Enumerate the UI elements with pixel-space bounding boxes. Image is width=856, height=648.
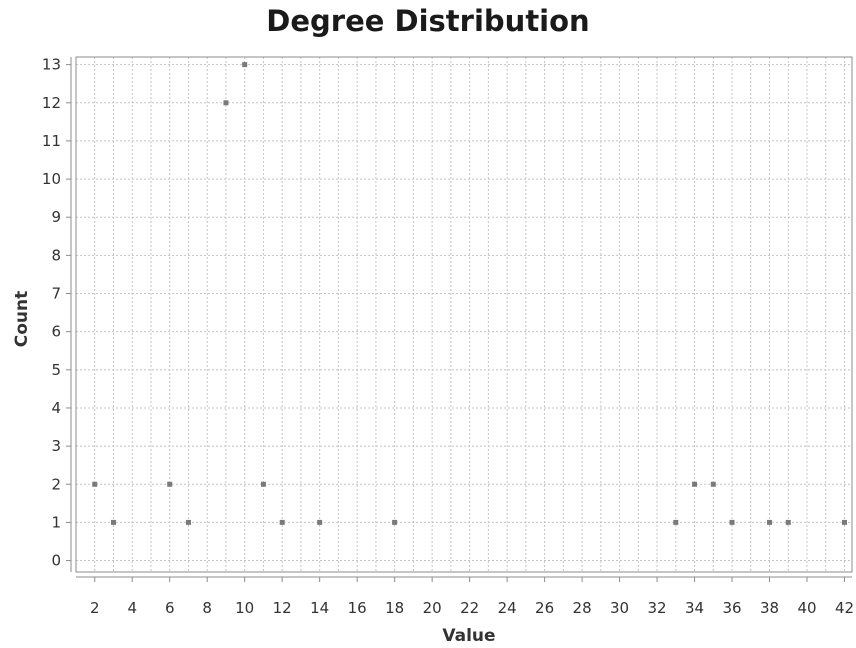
plot-area	[75, 56, 853, 573]
y-tick-label: 9	[51, 208, 61, 226]
chart-title: Degree Distribution	[266, 4, 590, 38]
y-axis-label: Count	[12, 291, 32, 348]
y-tick-label: 0	[51, 552, 61, 570]
data-points	[92, 62, 848, 525]
x-tick-label: 20	[423, 599, 442, 617]
data-point	[185, 519, 191, 525]
data-point	[167, 481, 173, 487]
data-point	[110, 519, 116, 525]
x-tick-label: 12	[273, 599, 292, 617]
x-tick-label: 16	[348, 599, 367, 617]
x-axis-ticks: 2 4 6 8 10 12 14 16 18 20 22 24 26 28 30 32 34 36 38 40 42	[90, 577, 854, 617]
y-tick-label: 10	[42, 170, 61, 188]
y-tick-label: 11	[42, 132, 61, 150]
y-tick-label: 8	[51, 246, 61, 264]
data-point	[673, 519, 679, 525]
y-tick-label: 7	[51, 285, 61, 303]
x-tick-label: 34	[685, 599, 704, 617]
data-point	[729, 519, 735, 525]
data-point	[767, 519, 773, 525]
data-point	[785, 519, 791, 525]
x-tick-label: 8	[202, 599, 212, 617]
x-tick-label: 32	[648, 599, 667, 617]
x-tick-label: 6	[165, 599, 175, 617]
x-tick-label: 4	[127, 599, 137, 617]
x-tick-label: 14	[310, 599, 329, 617]
x-axis-label: Value	[442, 626, 495, 646]
x-tick-label: 38	[760, 599, 779, 617]
y-tick-label: 13	[42, 56, 61, 74]
y-tick-label: 6	[51, 323, 61, 341]
x-tick-label: 26	[535, 599, 554, 617]
data-point	[392, 519, 398, 525]
y-tick-label: 1	[51, 513, 61, 531]
y-tick-label: 4	[51, 399, 61, 417]
data-point	[223, 100, 229, 106]
y-tick-label: 5	[51, 361, 61, 379]
x-tick-label: 18	[385, 599, 404, 617]
x-tick-label: 22	[460, 599, 479, 617]
x-tick-label: 2	[90, 599, 100, 617]
data-point	[842, 519, 848, 525]
x-tick-label: 40	[797, 599, 816, 617]
data-point	[242, 62, 248, 68]
x-tick-label: 42	[835, 599, 854, 617]
x-tick-label: 28	[573, 599, 592, 617]
data-point	[92, 481, 98, 487]
x-tick-label: 10	[235, 599, 254, 617]
grid-lines	[75, 57, 852, 572]
data-point	[317, 519, 323, 525]
data-point	[260, 481, 266, 487]
data-point	[692, 481, 698, 487]
y-tick-label: 2	[51, 475, 61, 493]
x-tick-label: 36	[722, 599, 741, 617]
y-tick-label: 12	[42, 94, 61, 112]
data-point	[710, 481, 716, 487]
y-tick-label: 3	[51, 437, 61, 455]
x-tick-label: 30	[610, 599, 629, 617]
x-tick-label: 24	[498, 599, 517, 617]
data-point	[279, 519, 285, 525]
